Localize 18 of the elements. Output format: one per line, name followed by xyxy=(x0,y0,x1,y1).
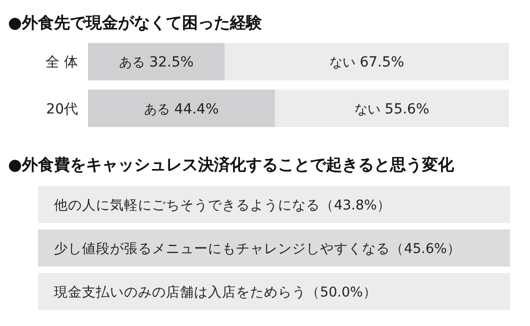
y-tick-label: 全 体 xyxy=(46,54,78,71)
series-label: ある xyxy=(144,102,174,118)
series-label: ない xyxy=(354,102,385,118)
data-label: 67.5% xyxy=(360,54,404,71)
data-label: 55.6% xyxy=(384,101,430,118)
text: ●外食費をキャッシュレス決済化することで起きると思う変化 xyxy=(8,155,455,174)
text: ある xyxy=(119,56,146,71)
y-tick-label: 20代 xyxy=(46,101,78,118)
category-label: 他の人に気軽にごちそうできるようになる xyxy=(54,197,320,214)
category-label: 少し値段が張るメニューにもチャレンジしやすくなる xyxy=(54,241,390,257)
text: （45.6%） xyxy=(390,241,461,257)
text: （50.0%） xyxy=(306,284,377,301)
text: ない xyxy=(330,56,356,71)
data-label: 44.4% xyxy=(174,101,219,118)
data-label: 32.5% xyxy=(149,54,194,71)
text: （43.8%） xyxy=(320,197,391,214)
chart-title: ●外食先で現金がなくて困った経験 xyxy=(8,13,263,32)
category-label: 現金支払いのみの店舗は入店をためらう xyxy=(54,284,306,301)
